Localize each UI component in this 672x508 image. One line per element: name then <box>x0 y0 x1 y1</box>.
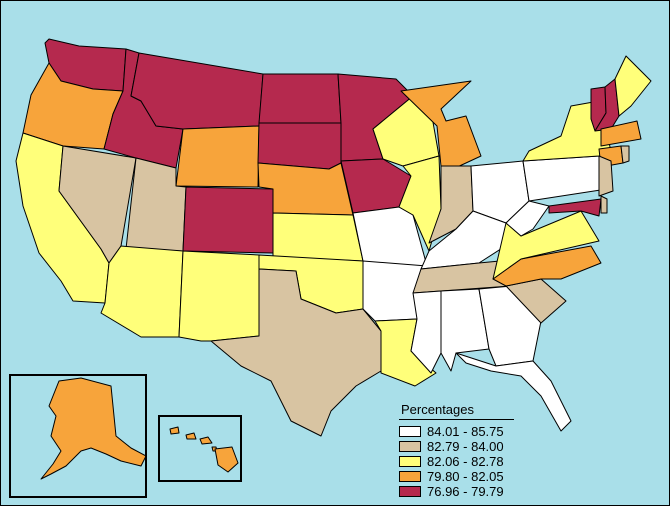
state-de <box>600 195 608 214</box>
legend-swatch <box>399 441 421 452</box>
state-wy <box>175 125 260 188</box>
state-mi <box>400 80 482 170</box>
alaska-inset <box>9 374 147 498</box>
legend-label: 76.96 - 79.79 <box>427 484 504 499</box>
state-ak <box>40 377 145 480</box>
state-il <box>398 155 442 252</box>
state-md <box>548 198 602 217</box>
state-hi-island <box>214 446 239 473</box>
legend-title: Percentages <box>401 402 474 417</box>
legend-rule <box>399 419 514 420</box>
legend-swatch <box>399 471 421 482</box>
state-ks <box>272 212 364 262</box>
state-nm <box>178 250 260 342</box>
state-az <box>100 245 184 338</box>
state-tx <box>210 268 382 437</box>
state-ri <box>620 145 630 164</box>
legend-swatch <box>399 426 421 437</box>
legend-label: 79.80 - 82.05 <box>427 469 504 484</box>
state-fl <box>455 352 572 432</box>
legend-item: 76.96 - 79.79 <box>399 484 514 499</box>
legend-item: 82.06 - 82.78 <box>399 454 514 469</box>
state-ma <box>600 120 642 147</box>
legend-item: 82.79 - 84.00 <box>399 439 514 454</box>
legend-label: 84.01 - 85.75 <box>427 424 504 439</box>
legend-item: 84.01 - 85.75 <box>399 424 514 439</box>
state-hi-island <box>199 436 213 445</box>
state-sd <box>257 122 342 170</box>
legend-item: 79.80 - 82.05 <box>399 469 514 484</box>
state-pa <box>522 155 608 202</box>
state-mt <box>130 52 264 130</box>
state-co <box>182 186 274 254</box>
hawaii-inset <box>158 415 242 482</box>
legend-swatch <box>399 486 421 497</box>
state-hi-island <box>185 432 197 440</box>
legend-label: 82.06 - 82.78 <box>427 454 504 469</box>
legend-swatch <box>399 456 421 467</box>
state-nc <box>492 245 602 287</box>
legend-label: 82.79 - 84.00 <box>427 439 504 454</box>
state-ut <box>125 157 187 252</box>
state-hi-island <box>169 426 180 435</box>
state-nd <box>258 73 342 124</box>
state-nj <box>598 155 614 197</box>
legend: Percentages 84.01 - 85.75 82.79 - 84.00 … <box>399 402 514 499</box>
state-me <box>614 55 652 117</box>
state-wv <box>505 200 550 237</box>
